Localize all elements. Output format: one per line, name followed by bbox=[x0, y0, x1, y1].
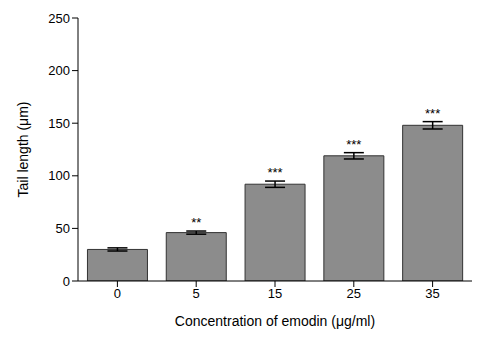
svg-text:0: 0 bbox=[63, 274, 70, 289]
svg-text:***: *** bbox=[425, 106, 440, 121]
svg-text:**: ** bbox=[191, 215, 201, 230]
svg-text:50: 50 bbox=[56, 221, 70, 236]
svg-text:***: *** bbox=[267, 165, 282, 180]
svg-text:5: 5 bbox=[193, 286, 200, 301]
svg-text:250: 250 bbox=[48, 11, 70, 26]
svg-text:25: 25 bbox=[347, 286, 361, 301]
svg-text:200: 200 bbox=[48, 63, 70, 78]
svg-text:Concentration of emodin (μg/ml: Concentration of emodin (μg/ml) bbox=[175, 313, 375, 329]
svg-text:Tail length (μm): Tail length (μm) bbox=[15, 102, 31, 198]
svg-text:0: 0 bbox=[114, 286, 121, 301]
svg-text:***: *** bbox=[346, 137, 361, 152]
svg-text:35: 35 bbox=[425, 286, 439, 301]
svg-text:15: 15 bbox=[268, 286, 282, 301]
svg-text:100: 100 bbox=[48, 168, 70, 183]
svg-text:150: 150 bbox=[48, 116, 70, 131]
